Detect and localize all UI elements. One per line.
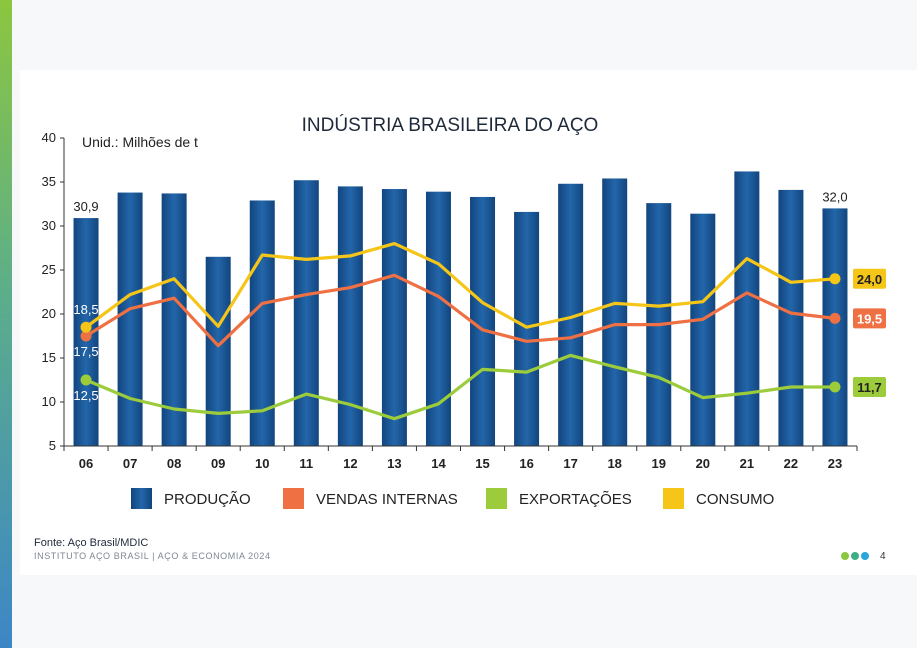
page-dot: [841, 552, 849, 560]
bar-producao: [205, 256, 231, 446]
x-tick-label: 19: [652, 456, 666, 471]
footer-source: Fonte: Aço Brasil/MDIC: [34, 537, 148, 549]
legend: PRODUÇÃO VENDAS INTERNAS EXPORTAÇÕES CONSUM…: [131, 488, 774, 509]
point-start: [80, 330, 92, 342]
legend-label: VENDAS INTERNAS: [316, 491, 458, 508]
x-tick-label: 09: [211, 456, 225, 471]
x-tick-label: 22: [784, 456, 798, 471]
bar-producao: [514, 211, 540, 446]
y-tick-label: 10: [42, 394, 56, 409]
x-tick-label: 18: [607, 456, 621, 471]
x-tick-label: 13: [387, 456, 401, 471]
bar-producao: [293, 180, 319, 447]
page-dots: [841, 552, 869, 560]
y-tick-label: 30: [42, 218, 56, 233]
x-tick-label: 17: [563, 456, 577, 471]
legend-label: PRODUÇÃO: [164, 491, 251, 508]
point-end: [829, 381, 841, 393]
x-tick-label: 07: [123, 456, 137, 471]
point-end: [829, 312, 841, 324]
page-number: 4: [880, 551, 886, 562]
bar-label-last: 32,0: [822, 189, 847, 204]
x-tick-label: 06: [79, 456, 93, 471]
x-tick-label: 20: [696, 456, 710, 471]
bar-producao: [381, 189, 407, 447]
y-tick-label: 15: [42, 350, 56, 365]
bar-producao: [778, 189, 804, 447]
legend-swatch: [663, 488, 684, 509]
production-bars: [73, 171, 848, 447]
bar-producao: [602, 178, 628, 447]
bar-producao: [690, 213, 716, 446]
y-tick-label: 20: [42, 306, 56, 321]
bar-label-first: 30,9: [73, 199, 98, 214]
end-label-consumo-box: [853, 268, 886, 289]
x-tick-label: 23: [828, 456, 842, 471]
start-label-consumo: 18,5: [73, 302, 98, 317]
x-tick-label: 10: [255, 456, 269, 471]
bar-producao: [161, 193, 187, 446]
line-exportações: [84, 353, 837, 421]
x-tick-label: 11: [299, 456, 313, 471]
y-tick-label: 40: [42, 130, 56, 145]
bar-producao: [117, 192, 143, 446]
value-labels: 30,9 32,0 18,5 17,5 12,5 24,0 19,5 11,7: [73, 189, 886, 403]
point-start: [80, 321, 92, 333]
point-start: [80, 374, 92, 386]
legend-label: EXPORTAÇÕES: [519, 491, 632, 508]
legend-label: CONSUMO: [696, 491, 774, 508]
x-tick-label: 16: [519, 456, 533, 471]
footer-institute: INSTITUTO AÇO BRASIL | AÇO & ECONOMIA 20…: [34, 551, 271, 561]
point-end: [829, 273, 841, 285]
unit-label: Unid.: Milhões de t: [82, 134, 198, 150]
x-tick-label: 12: [343, 456, 357, 471]
end-label-exportacoes-box: [853, 377, 886, 398]
x-axis: 06 07 08 09 10 11 12 13 14 15 16 17 18 19 20 21 22 23: [63, 445, 858, 471]
bar-producao: [249, 200, 275, 446]
x-tick-label: 15: [475, 456, 489, 471]
line-consumo: [84, 242, 837, 329]
page-dot: [861, 552, 869, 560]
left-accent-bar: [0, 0, 12, 648]
legend-swatch: [486, 488, 507, 509]
start-label-vendas: 17,5: [73, 344, 98, 359]
end-label-vendas-box: [853, 308, 886, 329]
end-label-vendas: 19,5: [857, 311, 882, 326]
line-vendas-internas: [84, 273, 837, 348]
y-tick-label: 25: [42, 262, 56, 277]
x-tick-label: 08: [167, 456, 181, 471]
legend-swatch: [131, 488, 152, 509]
start-label-exportacoes: 12,5: [73, 388, 98, 403]
legend-swatch: [283, 488, 304, 509]
chart-title: INDÚSTRIA BRASILEIRA DO AÇO: [302, 114, 599, 136]
y-tick-label: 35: [42, 174, 56, 189]
page-dot: [851, 552, 859, 560]
series-lines: [80, 242, 841, 421]
bar-producao: [470, 196, 496, 446]
end-label-consumo: 24,0: [857, 272, 882, 287]
x-tick-label: 21: [740, 456, 754, 471]
bar-producao: [822, 208, 848, 446]
x-tick-label: 14: [431, 456, 446, 471]
y-axis: 5 10 15 20 25 30 35 40: [42, 130, 65, 453]
bar-producao: [734, 171, 760, 446]
y-tick-label: 5: [49, 438, 56, 453]
end-label-exportacoes: 11,7: [857, 380, 882, 395]
